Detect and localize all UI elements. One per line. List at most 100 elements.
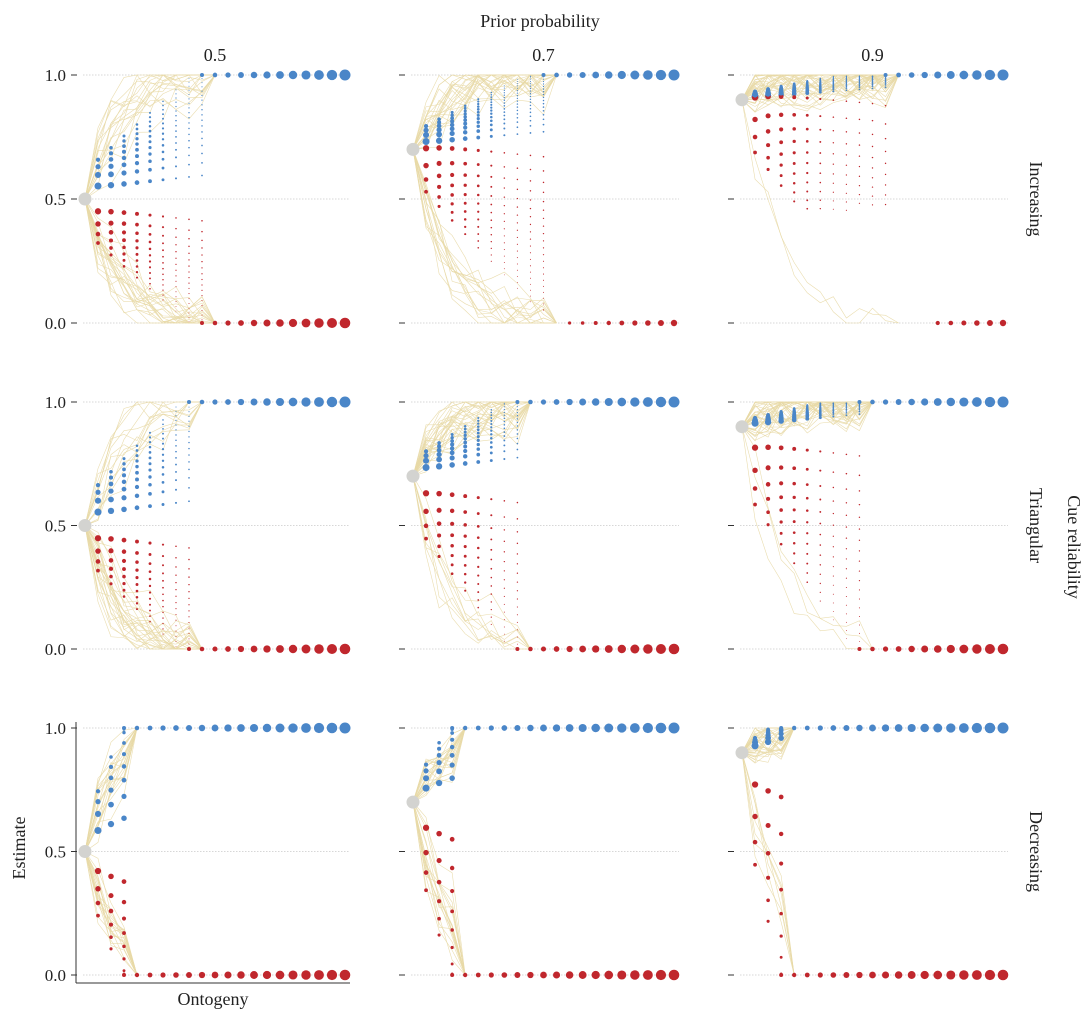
data-point xyxy=(779,887,784,892)
trajectory-line xyxy=(412,401,531,477)
data-point xyxy=(175,589,177,591)
data-point xyxy=(490,548,493,551)
data-point xyxy=(161,226,165,229)
data-point xyxy=(135,259,139,262)
trajectory-line xyxy=(412,401,531,477)
data-point xyxy=(135,589,139,593)
data-point xyxy=(436,830,442,837)
data-point xyxy=(188,252,190,255)
data-point xyxy=(463,201,467,205)
data-point xyxy=(832,411,835,414)
data-point xyxy=(779,152,783,156)
data-point xyxy=(121,549,127,554)
data-point xyxy=(175,286,177,288)
data-point xyxy=(503,633,505,635)
data-point-high xyxy=(605,71,613,79)
data-point xyxy=(542,80,545,83)
data-point-low xyxy=(212,320,218,326)
data-point xyxy=(121,899,127,905)
data-point-high xyxy=(225,72,231,78)
data-point xyxy=(162,117,164,120)
data-point xyxy=(188,621,190,624)
data-point xyxy=(858,175,861,177)
data-point xyxy=(161,144,165,147)
data-point xyxy=(450,433,454,437)
data-point xyxy=(436,160,442,167)
data-point xyxy=(832,402,834,404)
data-point xyxy=(188,411,190,413)
data-point-high xyxy=(896,72,901,78)
data-point xyxy=(871,102,874,105)
data-point xyxy=(94,826,102,834)
data-point xyxy=(162,104,164,107)
data-point-high xyxy=(857,400,862,404)
data-point xyxy=(135,454,139,458)
data-point xyxy=(436,131,442,138)
data-point xyxy=(436,858,442,864)
data-point xyxy=(476,425,480,428)
data-point-low xyxy=(199,646,205,652)
data-point xyxy=(858,503,861,506)
trajectory-line xyxy=(412,476,531,650)
data-point xyxy=(845,154,848,156)
data-point-low xyxy=(237,645,245,653)
data-point xyxy=(832,566,834,568)
data-point xyxy=(450,553,454,558)
data-point-high xyxy=(629,723,640,733)
data-point xyxy=(529,104,532,107)
data-point xyxy=(449,492,455,498)
data-point xyxy=(503,402,505,404)
data-point xyxy=(779,861,784,866)
data-point xyxy=(490,426,493,429)
data-point xyxy=(188,406,190,408)
data-point xyxy=(884,79,887,82)
data-point xyxy=(175,110,177,112)
data-point xyxy=(135,464,139,469)
data-point xyxy=(766,496,771,501)
data-point xyxy=(542,93,545,96)
data-point xyxy=(188,98,190,100)
data-point-low xyxy=(792,972,797,978)
data-point-high xyxy=(921,398,929,406)
y-tick-label: 0.0 xyxy=(45,314,66,333)
data-point xyxy=(161,453,165,456)
data-point xyxy=(806,542,809,545)
data-point xyxy=(858,616,860,618)
data-point xyxy=(832,408,835,411)
data-point xyxy=(188,81,190,83)
data-point xyxy=(148,224,152,228)
data-point-low xyxy=(856,971,863,979)
data-point xyxy=(188,583,190,586)
data-point xyxy=(516,257,518,259)
data-point-low xyxy=(527,971,534,979)
data-point xyxy=(516,206,519,208)
data-point xyxy=(832,546,834,548)
data-point xyxy=(806,552,809,555)
data-point xyxy=(819,564,822,566)
data-point xyxy=(858,101,861,104)
data-point-high xyxy=(617,70,626,80)
data-point xyxy=(542,85,545,88)
data-point xyxy=(175,410,177,412)
data-point xyxy=(858,82,861,84)
data-point xyxy=(832,452,835,454)
data-point xyxy=(175,457,177,459)
data-point xyxy=(503,268,505,270)
data-point xyxy=(175,124,177,127)
trajectory-line xyxy=(412,476,531,650)
data-point-high xyxy=(591,398,600,406)
data-point xyxy=(435,137,443,144)
data-point xyxy=(503,595,505,598)
data-point xyxy=(516,563,519,565)
data-point-low xyxy=(528,646,533,652)
data-point-high xyxy=(972,70,982,80)
data-point-high xyxy=(301,723,311,733)
data-point xyxy=(806,79,809,83)
data-point xyxy=(148,553,152,556)
prior-point xyxy=(406,469,420,483)
data-point xyxy=(490,419,493,422)
data-point xyxy=(516,614,518,616)
data-point xyxy=(884,194,887,196)
trajectory-line xyxy=(412,74,557,150)
data-point xyxy=(529,78,531,80)
